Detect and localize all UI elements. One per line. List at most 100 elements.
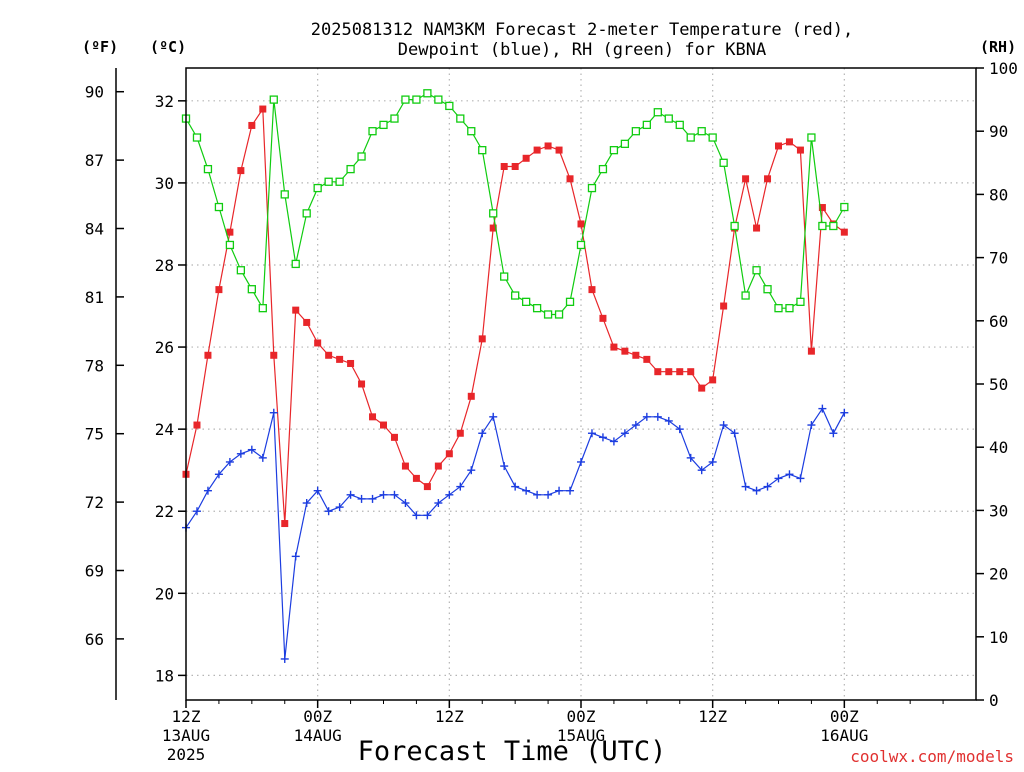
temperature-point [610, 343, 618, 351]
x-tick-label: 12Z [435, 707, 464, 726]
dewpoint-point [686, 453, 695, 462]
rh-point [708, 133, 717, 142]
dewpoint-point [840, 408, 849, 417]
fahrenheit-tick-label: 69 [85, 561, 104, 580]
rh-point [335, 177, 344, 186]
dewpoint-point [346, 490, 355, 499]
rh-point [521, 297, 531, 306]
x-tick-label: 13AUG [162, 726, 210, 745]
temperature-point [423, 483, 431, 491]
fahrenheit-tick-label: 81 [85, 288, 104, 307]
dewpoint-point [566, 486, 575, 495]
rh-point [565, 297, 575, 306]
temperature-point [720, 302, 728, 310]
dewpoint-point [258, 453, 267, 462]
temperature-point [555, 146, 563, 154]
rh-point [445, 101, 454, 111]
dewpoint-point [269, 408, 278, 417]
fahrenheit-tick-label: 78 [85, 356, 104, 375]
rh-point [324, 177, 333, 186]
rh-point [225, 240, 235, 250]
rh-point [829, 221, 838, 231]
fahrenheit-tick-label: 90 [85, 83, 104, 102]
dewpoint-point [302, 499, 311, 508]
rh-point [609, 146, 619, 155]
dewpoint-point [401, 499, 410, 508]
dewpoint-point [598, 433, 607, 442]
fahrenheit-tick-label: 75 [85, 425, 104, 444]
rh-point [543, 310, 553, 319]
rh-point [280, 190, 289, 199]
temperature-point [665, 368, 673, 376]
fahrenheit-tick-label: 72 [85, 493, 104, 512]
rh-point [840, 202, 849, 212]
rh-point [247, 285, 256, 294]
temperature-point [445, 450, 453, 458]
dewpoint-point [434, 499, 443, 508]
rh-point [434, 95, 443, 104]
temperature-point [544, 142, 552, 150]
fahrenheit-tick-label: 84 [85, 220, 104, 239]
dewpoint-point [357, 494, 366, 503]
temperature-point [270, 351, 278, 359]
celsius-tick-label: 32 [155, 92, 174, 111]
rh-point [576, 240, 586, 250]
series-layer [181, 89, 849, 663]
credit-label: coolwx.com/models [850, 747, 1014, 766]
rh-point [785, 304, 794, 313]
rh-point [500, 272, 509, 281]
dewpoint-point [730, 429, 739, 438]
temperature-point [807, 347, 815, 355]
temperature-point [522, 154, 530, 162]
temperature-point [226, 228, 234, 236]
fahrenheit-unit-label: (ºF) [82, 38, 118, 56]
x-tick-label: 12Z [698, 707, 727, 726]
temperature-point [434, 462, 442, 470]
rh-unit-label: (RH) [980, 38, 1016, 56]
rh-point [302, 209, 311, 218]
rh-tick-label: 50 [989, 375, 1008, 394]
rh-point [423, 89, 432, 98]
dewpoint-point [313, 486, 322, 495]
rh-point [192, 133, 202, 142]
temperature-point [369, 413, 377, 421]
dewpoint-point [774, 474, 783, 483]
dewpoint-point [719, 421, 728, 430]
rh-tick-label: 60 [989, 312, 1008, 331]
temperature-point [566, 175, 574, 183]
x-tick-label: 15AUG [557, 726, 605, 745]
dewpoint-point [247, 445, 256, 454]
dewpoint-point [225, 457, 234, 466]
rh-point [719, 158, 728, 167]
temperature-point [687, 368, 695, 376]
celsius-tick-label: 18 [155, 666, 174, 685]
temperature-point [533, 146, 541, 154]
dewpoint-point [577, 457, 585, 466]
x-tick-label: 00Z [303, 707, 332, 726]
dewpoint-point [807, 421, 816, 430]
rh-point [631, 127, 641, 136]
x-tick-label: 2025 [167, 745, 206, 764]
dewpoint-point [829, 429, 838, 438]
x-tick-label: 14AUG [294, 726, 342, 745]
rh-point [401, 95, 410, 104]
dewpoint-point [500, 462, 509, 471]
fahrenheit-tick-label: 66 [85, 630, 104, 649]
temperature-point [785, 138, 793, 146]
temperature-point [347, 359, 355, 367]
celsius-tick-label: 26 [155, 338, 174, 357]
rh-point [478, 146, 487, 155]
temperature-point [467, 392, 475, 400]
rh-tick-label: 30 [989, 501, 1008, 520]
rh-point [642, 120, 651, 130]
rh-point [664, 114, 673, 123]
rh-point [620, 139, 630, 148]
temperature-point [248, 121, 256, 129]
dewpoint-point [631, 421, 640, 430]
rh-tick-label: 90 [989, 122, 1008, 141]
dewpoint-point [324, 507, 333, 516]
temperature-point [676, 368, 684, 376]
temperature-point [314, 339, 322, 347]
dewpoint-point [785, 470, 794, 479]
